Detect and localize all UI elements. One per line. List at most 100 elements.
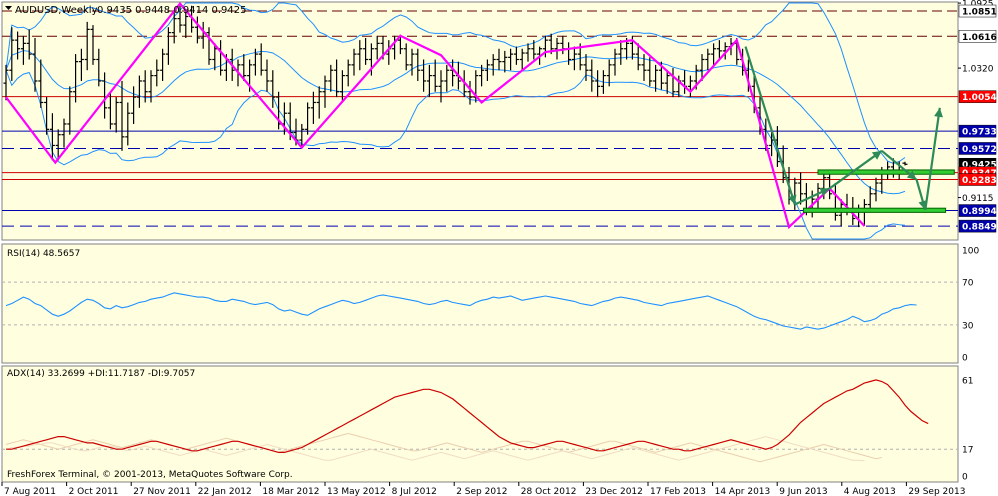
price-level-label: 0.8994	[962, 207, 997, 217]
ohlc-bar	[618, 40, 624, 65]
ohlc-bar	[154, 59, 160, 87]
ohlc-bar	[600, 70, 606, 94]
ohlc-bar	[722, 42, 728, 60]
price-panel[interactable]	[1, 1, 959, 241]
ohlc-bar	[542, 35, 548, 58]
time-tick-label: 29 Sep 2013	[908, 487, 965, 496]
price-level-badge	[958, 124, 997, 138]
ohlc-bar	[647, 57, 653, 87]
arrow-head-icon	[934, 107, 943, 118]
time-tick-label: 17 Feb 2013	[650, 487, 706, 496]
adx-tick-label: 0	[962, 473, 968, 483]
ohlc-bar	[484, 59, 490, 81]
ohlc-bar	[635, 43, 641, 71]
ohlc-bar	[827, 172, 833, 200]
ohlc-bar	[687, 75, 693, 98]
adx-label: ADX(14) 33.2699 +DI:11.7187 -DI:9.7057	[7, 369, 195, 379]
ohlc-bar	[20, 35, 26, 65]
support-box	[803, 207, 947, 213]
ohlc-bar	[531, 40, 537, 60]
ohlc-bar	[136, 75, 142, 108]
adx-panel[interactable]	[1, 365, 959, 483]
ohlc-bar	[426, 64, 432, 98]
price-level-label: 1.0054	[962, 93, 997, 103]
ohlc-bar	[73, 54, 79, 103]
ohlc-bar	[467, 80, 473, 105]
price-level-label: 0.9572	[962, 145, 997, 155]
ohlc-bar	[171, 11, 177, 44]
ohlc-bar	[328, 64, 334, 92]
ohlc-bar	[9, 27, 15, 81]
ohlc-bar	[206, 27, 212, 65]
ohlc-bar	[716, 40, 722, 60]
adx-series: 61 17 0	[2, 376, 973, 483]
price-level-label: 0.9733	[962, 128, 997, 138]
adx-tick-label: 61	[962, 376, 973, 386]
ohlc-bar	[160, 48, 166, 81]
ohlc-bar	[513, 46, 519, 65]
price-level-label: 0.9283	[962, 176, 997, 186]
ohlc-bar	[705, 48, 711, 71]
arrow-head-icon	[906, 170, 917, 180]
window-menu-arrow-icon[interactable]	[5, 6, 12, 10]
ohlc-bar	[339, 70, 345, 103]
adx-tick-label: 17	[962, 446, 973, 456]
ohlc-bar	[90, 25, 96, 65]
ohlc-bar	[55, 129, 61, 161]
arrow-shaft	[744, 46, 796, 205]
ohlc-bar	[490, 54, 496, 76]
ohlc-bar	[32, 37, 38, 92]
ohlc-bar	[84, 21, 90, 71]
price-level-label: 1.0851	[962, 8, 997, 18]
ohlc-bar	[415, 48, 421, 81]
ohlc-bar	[49, 113, 55, 161]
time-tick-label: 14 Apr 2013	[715, 487, 771, 496]
ohlc-bar	[612, 48, 618, 76]
rsi-panel[interactable]	[1, 243, 959, 364]
ohlc-bar	[316, 86, 322, 119]
ohlc-bar	[38, 59, 44, 108]
ohlc-bar	[165, 27, 171, 65]
ohlc-bar	[131, 86, 137, 124]
time-tick-label: 27 Nov 2011	[133, 487, 191, 496]
rsi-tick-label: 70	[962, 279, 974, 289]
ohlc-bar	[270, 70, 276, 108]
ohlc-bar	[61, 118, 67, 148]
ohlc-bar	[241, 54, 247, 81]
ohlc-bar	[194, 16, 200, 44]
rsi-tick-label: 30	[962, 321, 974, 331]
ohlc-bar	[310, 91, 316, 124]
ohlc-bar	[606, 59, 612, 87]
price-level-label: 0.9425	[962, 161, 997, 171]
ohlc-bar	[583, 54, 589, 81]
rsi-line	[5, 292, 917, 330]
arrow-head-icon	[819, 188, 830, 197]
arrow-up-1	[794, 187, 831, 206]
ohlc-bar	[44, 97, 50, 135]
zigzag-line	[5, 1, 866, 230]
ohlc-bar	[183, 11, 189, 38]
ohlc-bar	[357, 40, 363, 71]
ohlc-bar	[26, 29, 32, 60]
ohlc-bar	[177, 5, 183, 33]
ohlc-bar	[664, 70, 670, 94]
ohlc-bar	[363, 37, 369, 65]
ohlc-bar	[867, 186, 873, 210]
time-tick-label: 18 Mar 2012	[262, 487, 319, 496]
arrow-head-icon	[787, 194, 797, 205]
ohlc-bar	[699, 54, 705, 81]
price-bars	[3, 5, 908, 228]
price-level-badge	[958, 219, 997, 233]
ohlc-bar	[299, 123, 305, 148]
time-axis: 7 Aug 2011 2 Oct 2011 27 Nov 2011 22 Jan 20…	[1, 482, 965, 496]
time-tick-label: 23 Dec 2012	[585, 487, 643, 496]
ohlc-bar	[595, 70, 601, 98]
ohlc-bar	[444, 64, 450, 92]
arrow-down-2	[881, 149, 918, 181]
ohlc-bar	[589, 59, 595, 92]
price-level-badge	[958, 204, 997, 217]
ohlc-bar	[403, 43, 409, 71]
ohlc-bar	[113, 97, 119, 133]
ohlc-bar	[3, 64, 9, 101]
